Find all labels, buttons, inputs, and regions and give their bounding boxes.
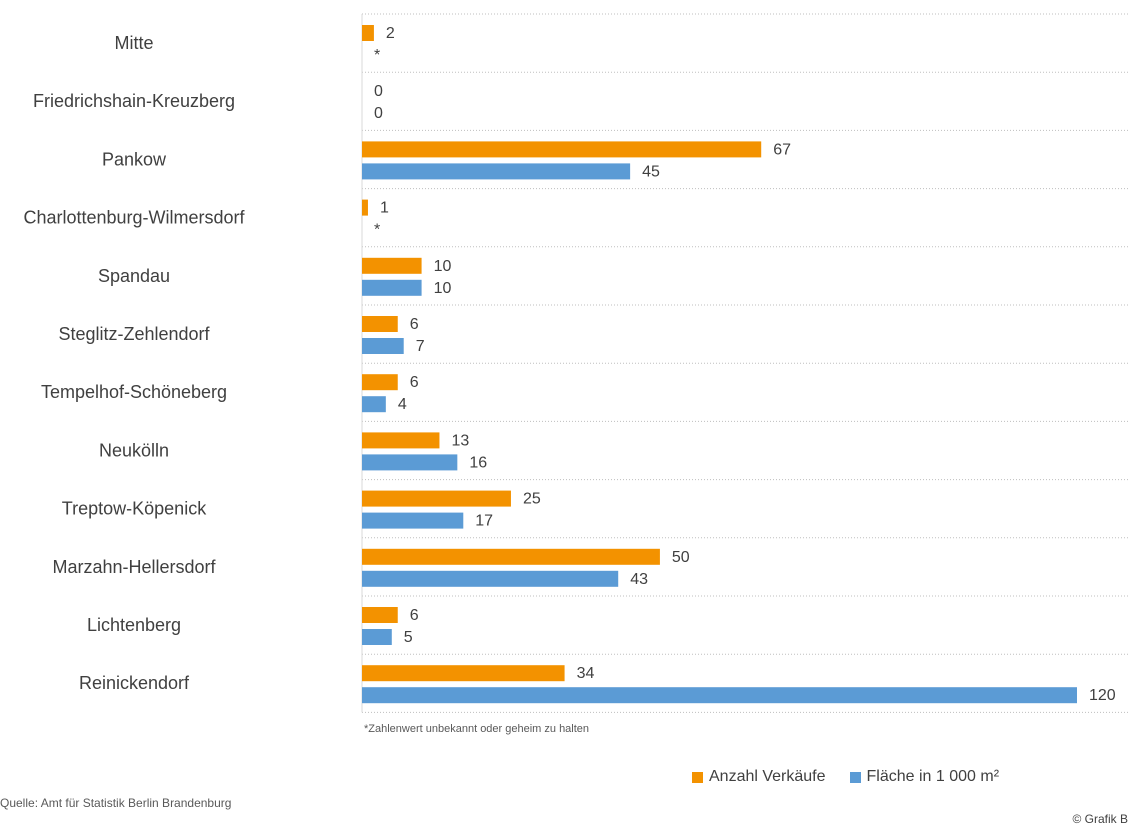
bar-chart: Mitte 2 * Friedrichshain-Kreuzberg 0 0 Pankow 6… <box>23 13 1128 713</box>
bar-area <box>362 163 631 180</box>
legend-swatch-area <box>849 771 861 783</box>
source-note: Quelle: Amt für Statistik Berlin Branden… <box>0 796 232 810</box>
bar-sales <box>362 25 374 41</box>
category-label: Mitte <box>114 33 153 53</box>
data-label: 13 <box>451 432 469 449</box>
bar-area <box>362 629 392 645</box>
data-label: 6 <box>410 374 419 391</box>
bar-sales <box>362 548 660 565</box>
category-label: Treptow-Köpenick <box>62 499 207 519</box>
bar-area <box>362 570 619 587</box>
category-label: Steglitz-Zehlendorf <box>58 324 210 344</box>
category-label: Tempelhof-Schöneberg <box>41 382 227 402</box>
credit-note: © Grafik B <box>1072 812 1128 826</box>
bar-area <box>362 279 422 296</box>
category-label: Marzahn-Hellersdorf <box>52 557 216 577</box>
bar-sales <box>362 607 398 623</box>
data-label: 7 <box>416 338 425 355</box>
data-label: 50 <box>672 549 690 566</box>
data-label: 5 <box>404 629 413 646</box>
legend-label-sales: Anzahl Verkäufe <box>709 768 826 785</box>
bar-area <box>362 687 1077 704</box>
data-label: 45 <box>642 163 660 180</box>
category-label: Friedrichshain-Kreuzberg <box>33 91 235 111</box>
data-label: 10 <box>434 258 452 275</box>
data-label: * <box>374 222 380 239</box>
bar-sales <box>362 432 440 449</box>
legend-swatch-sales <box>692 771 703 783</box>
data-label: 10 <box>434 280 452 297</box>
data-label: 4 <box>398 396 407 413</box>
data-label: 1 <box>380 200 389 217</box>
bar-area <box>362 454 458 471</box>
data-label: 16 <box>469 454 487 471</box>
data-label: 67 <box>773 141 791 158</box>
bar-sales <box>362 665 565 682</box>
data-label: 2 <box>386 25 395 42</box>
data-label: 0 <box>374 83 383 100</box>
bar-sales <box>362 374 398 391</box>
category-label: Charlottenburg-Wilmersdorf <box>23 208 245 228</box>
legend-item-area: Fläche in 1 000 m² <box>849 768 1000 786</box>
data-label: 6 <box>410 316 419 333</box>
data-label: 34 <box>577 665 595 682</box>
data-label: 120 <box>1089 687 1116 704</box>
category-label: Pankow <box>102 149 167 169</box>
legend-label-area: Fläche in 1 000 m² <box>866 768 1000 785</box>
bar-sales <box>362 316 398 332</box>
data-label: * <box>374 47 380 64</box>
data-label: 6 <box>410 607 419 624</box>
bar-area <box>362 512 464 529</box>
bar-sales <box>362 490 511 507</box>
chart-footnote: *Zahlenwert unbekannt oder geheim zu hal… <box>364 723 590 735</box>
category-label: Neukölln <box>99 440 169 460</box>
bar-area <box>362 338 404 354</box>
category-label: Spandau <box>98 266 170 286</box>
category-label: Lichtenberg <box>87 615 181 635</box>
legend-item-sales: Anzahl Verkäufe <box>692 768 826 786</box>
bar-sales <box>362 141 762 158</box>
chart-legend: Anzahl Verkäufe Fläche in 1 000 m² <box>692 768 1023 786</box>
data-label: 17 <box>475 513 493 530</box>
data-label: 43 <box>630 571 648 588</box>
category-label: Reinickendorf <box>79 673 190 693</box>
bar-sales <box>362 199 368 216</box>
data-label: 0 <box>374 105 383 122</box>
data-label: 25 <box>523 491 541 508</box>
bar-sales <box>362 257 422 274</box>
bar-area <box>362 396 386 413</box>
